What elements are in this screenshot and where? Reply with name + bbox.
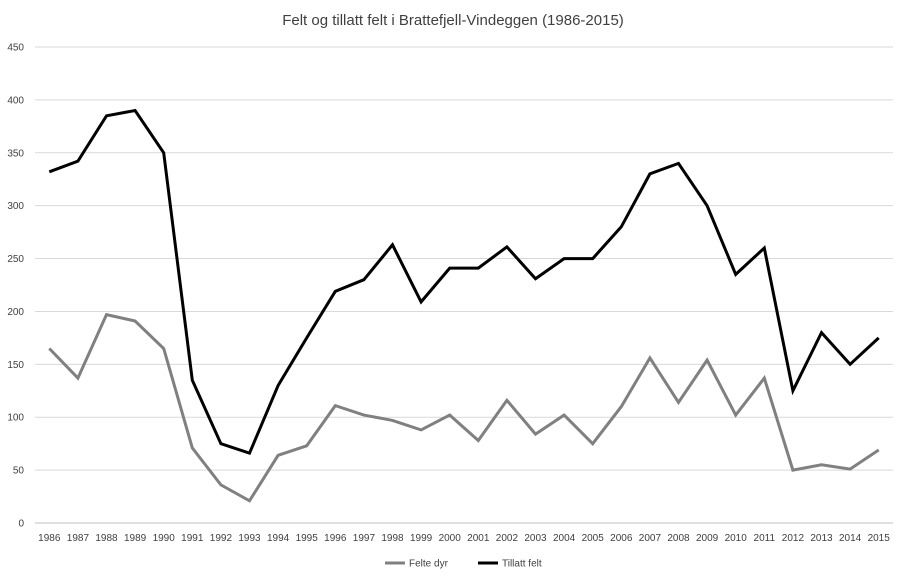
y-tick-label: 400 — [7, 95, 24, 106]
series-lines — [48, 108, 880, 503]
x-tick-label: 1993 — [238, 533, 261, 544]
y-tick-label: 200 — [7, 307, 24, 318]
x-tick-label: 1988 — [95, 533, 118, 544]
legend-label: Felte dyr — [409, 559, 449, 570]
x-axis-ticks: 1986 1987 1988 1989 1990 1991 1992 1993 1994 1995… — [38, 533, 890, 544]
y-axis-ticks: 0 50 100 150 200 250 300 350 400 450 — [7, 43, 24, 530]
chart-title: Felt og tillatt felt i Brattefjell-Vinde… — [282, 12, 624, 29]
x-tick-label: 2015 — [868, 533, 891, 544]
legend-label: Tillatt felt — [502, 559, 542, 570]
x-tick-label: 1994 — [267, 533, 290, 544]
x-tick-label: 1992 — [210, 533, 233, 544]
x-tick-label: 1999 — [410, 533, 433, 544]
x-tick-label: 1989 — [124, 533, 147, 544]
gridlines — [35, 46, 893, 471]
x-tick-label: 1987 — [67, 533, 90, 544]
x-tick-label: 2002 — [496, 533, 519, 544]
x-tick-label: 2012 — [782, 533, 805, 544]
x-tick-label: 2001 — [467, 533, 490, 544]
x-tick-label: 2003 — [524, 533, 547, 544]
y-tick-label: 300 — [7, 201, 24, 212]
x-tick-label: 2008 — [667, 533, 690, 544]
legend: Felte dyr Tillatt felt — [385, 559, 542, 570]
y-tick-label: 450 — [7, 43, 24, 54]
y-tick-label: 0 — [18, 519, 24, 530]
x-tick-label: 1990 — [153, 533, 176, 544]
x-tick-label: 2006 — [610, 533, 633, 544]
y-tick-label: 250 — [7, 254, 24, 265]
x-tick-label: 2000 — [439, 533, 462, 544]
x-tick-label: 1997 — [353, 533, 376, 544]
x-tick-label: 2010 — [725, 533, 748, 544]
y-tick-label: 350 — [7, 148, 24, 159]
x-tick-label: 2007 — [639, 533, 662, 544]
x-tick-label: 2009 — [696, 533, 719, 544]
x-tick-label: 2013 — [810, 533, 833, 544]
x-tick-label: 1998 — [381, 533, 404, 544]
x-tick-label: 1991 — [181, 533, 204, 544]
series-line-felte-dyr — [48, 312, 880, 503]
x-tick-label: 1996 — [324, 533, 347, 544]
x-tick-label: 1986 — [38, 533, 61, 544]
series-line-tillatt-felt — [48, 108, 880, 456]
y-tick-label: 50 — [13, 466, 25, 477]
y-tick-label: 100 — [7, 413, 24, 424]
x-tick-label: 2011 — [754, 533, 776, 544]
y-tick-label: 150 — [7, 360, 24, 371]
x-tick-label: 2005 — [582, 533, 605, 544]
x-tick-label: 1995 — [296, 533, 319, 544]
x-tick-label: 2014 — [839, 533, 862, 544]
x-tick-label: 2004 — [553, 533, 576, 544]
